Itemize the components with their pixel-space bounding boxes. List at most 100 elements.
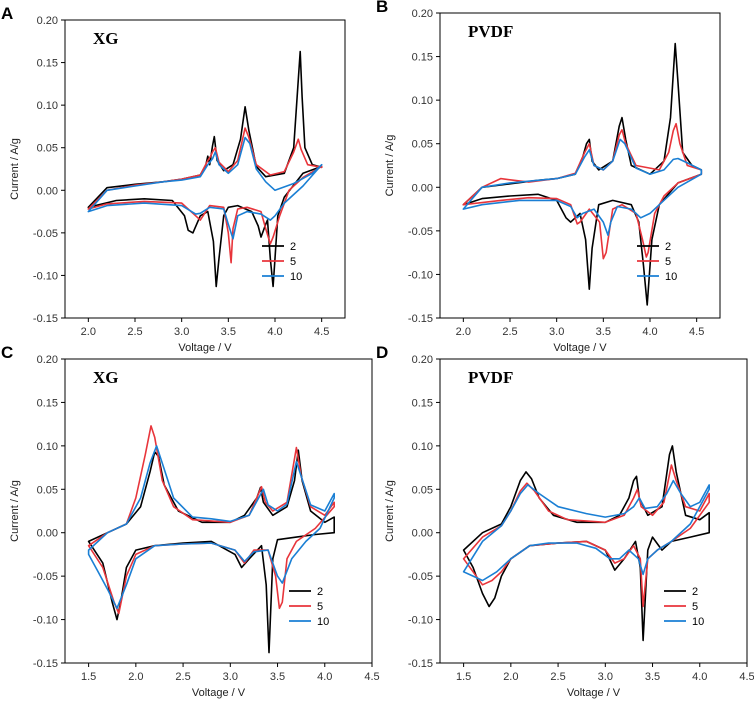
x-tick-label: 2.5	[175, 671, 190, 683]
y-tick-label: 0.10	[37, 100, 58, 112]
legend-label-10: 10	[290, 271, 302, 283]
y-tick-label: 0.10	[412, 95, 433, 107]
x-tick-label: 2.0	[503, 671, 518, 683]
y-tick-label: 0.00	[412, 182, 433, 194]
x-axis-title: Voltage / V	[192, 687, 246, 699]
y-tick-label: 0.15	[37, 397, 58, 409]
panel-b: 2.0 2.5 3.0 3.5 4.0 4.5 -0.15 -0.10 -0.05 0.00 0.0…	[376, 0, 721, 354]
x-tick-label: 2.0	[81, 326, 96, 338]
y-axis-title: Current / A/g	[384, 135, 396, 197]
x-tick-label: 4.0	[267, 326, 282, 338]
y-tick-label: 0.00	[412, 528, 433, 540]
plot-frame	[439, 358, 748, 664]
y-tick-label: 0.20	[37, 15, 58, 27]
y-tick-label: -0.05	[408, 226, 433, 238]
y-tick-label: 0.20	[412, 8, 433, 20]
y-tick-label: 0.10	[37, 441, 58, 453]
y-axis-title: Current / A/g	[9, 480, 21, 542]
x-tick-label: 4.5	[314, 326, 329, 338]
series-line-5	[87, 127, 323, 264]
x-tick-label: 2.0	[456, 326, 471, 338]
legend-label-5: 5	[317, 601, 323, 613]
plot-frame	[64, 358, 373, 664]
panel-letter: A	[1, 4, 13, 23]
series-line-10	[87, 136, 323, 240]
panel-title: PVDF	[468, 22, 513, 41]
legend-label-5: 5	[692, 601, 698, 613]
panel-d: 1.5 2.0 2.5 3.0 3.5 4.0 4.5 -0.15 -0.10 -0.05 0.00…	[376, 343, 754, 699]
panel-title: PVDF	[468, 368, 513, 387]
x-tick-label: 3.5	[221, 326, 236, 338]
x-tick-label: 2.5	[550, 671, 565, 683]
plot-frame	[64, 19, 346, 319]
x-axis-title: Voltage / V	[178, 342, 232, 354]
y-tick-label: -0.10	[408, 615, 433, 627]
series-line-10	[462, 138, 703, 236]
series-line-10	[462, 479, 710, 582]
x-tick-label: 3.5	[645, 671, 660, 683]
y-tick-label: 0.05	[37, 484, 58, 496]
x-tick-label: 1.5	[81, 671, 96, 683]
x-axis-title: Voltage / V	[553, 342, 607, 354]
y-tick-label: -0.15	[33, 658, 58, 670]
panel-a: 2.0 2.5 3.0 3.5 4.0 4.5 -0.15 -0.10 -0.05 0.00 0.0…	[1, 4, 346, 354]
x-tick-label: 3.0	[174, 326, 189, 338]
legend-label-10: 10	[665, 271, 677, 283]
x-tick-label: 3.0	[223, 671, 238, 683]
x-tick-label: 4.0	[692, 671, 707, 683]
panel-letter: B	[376, 0, 388, 16]
series-line-5	[462, 464, 710, 608]
legend-label-10: 10	[692, 616, 704, 628]
y-tick-label: 0.15	[412, 397, 433, 409]
series-line-2	[462, 445, 710, 642]
x-tick-label: 2.5	[502, 326, 517, 338]
y-tick-label: -0.15	[408, 313, 433, 325]
y-tick-label: 0.00	[37, 528, 58, 540]
y-axis-title: Current / A/g	[384, 480, 396, 542]
panel-title: XG	[93, 29, 119, 48]
legend-label-2: 2	[665, 241, 671, 253]
x-tick-label: 4.5	[364, 671, 379, 683]
y-tick-label: 0.00	[37, 185, 58, 197]
y-tick-label: -0.15	[33, 313, 58, 325]
y-tick-label: -0.05	[408, 571, 433, 583]
x-tick-label: 2.0	[128, 671, 143, 683]
legend-label-10: 10	[317, 616, 329, 628]
x-tick-label: 4.0	[317, 671, 332, 683]
legend-label-2: 2	[290, 241, 296, 253]
x-tick-label: 1.5	[456, 671, 471, 683]
y-tick-label: 0.20	[412, 354, 433, 366]
y-tick-label: -0.10	[408, 269, 433, 281]
y-tick-label: -0.15	[408, 658, 433, 670]
plot-frame	[439, 12, 721, 319]
y-tick-label: 0.15	[37, 58, 58, 70]
y-axis-title: Current / A/g	[9, 138, 21, 200]
series-line-10	[87, 445, 335, 610]
y-tick-label: -0.05	[33, 571, 58, 583]
legend-label-5: 5	[665, 256, 671, 268]
y-tick-label: 0.20	[37, 354, 58, 366]
panel-letter: C	[1, 343, 13, 362]
legend-label-2: 2	[692, 586, 698, 598]
legend-label-5: 5	[290, 256, 296, 268]
y-tick-label: 0.05	[412, 484, 433, 496]
y-tick-label: 0.05	[37, 143, 58, 155]
y-tick-label: -0.10	[33, 270, 58, 282]
y-tick-label: -0.05	[33, 228, 58, 240]
panel-letter: D	[376, 343, 388, 362]
legend-label-2: 2	[317, 586, 323, 598]
y-tick-label: 0.15	[412, 52, 433, 64]
panel-c: 1.5 2.0 2.5 3.0 3.5 4.0 4.5 -0.15 -0.10 -0.05 0.00…	[1, 343, 380, 699]
x-tick-label: 3.0	[598, 671, 613, 683]
x-tick-label: 2.5	[127, 326, 142, 338]
y-tick-label: -0.10	[33, 615, 58, 627]
x-tick-label: 3.5	[596, 326, 611, 338]
series-line-5	[462, 122, 703, 260]
x-tick-label: 4.5	[689, 326, 704, 338]
x-tick-label: 3.5	[270, 671, 285, 683]
x-axis-title: Voltage / V	[567, 687, 621, 699]
y-tick-label: 0.10	[412, 441, 433, 453]
panel-title: XG	[93, 368, 119, 387]
y-tick-label: 0.05	[412, 139, 433, 151]
